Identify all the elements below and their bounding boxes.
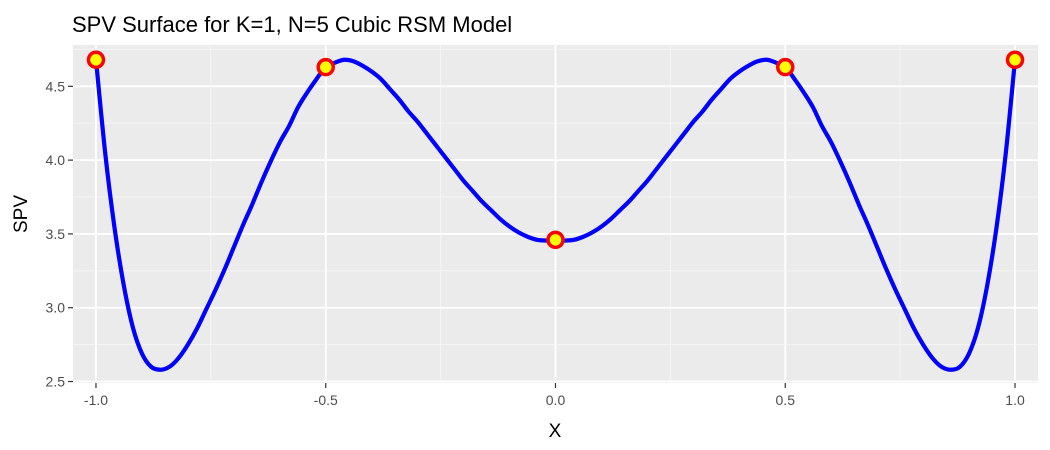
y-tick-label: 4.0	[46, 152, 66, 168]
x-tick-label: 1.0	[1005, 392, 1025, 408]
x-axis-title: X	[549, 421, 562, 442]
design-point	[1005, 50, 1025, 70]
axis-ticks: -1.0 -0.5 0.0 0.5 1.0 2.5 3.0 3.5 4.0 4.5	[46, 78, 1025, 408]
chart-title: SPV Surface for K=1, N=5 Cubic RSM Model	[72, 12, 512, 37]
y-tick-label: 4.5	[46, 78, 66, 94]
design-point	[776, 57, 795, 77]
design-point	[546, 230, 565, 250]
grid-lines	[73, 45, 1038, 383]
y-tick-label: 3.0	[46, 300, 66, 316]
y-tick-label: 3.5	[46, 226, 66, 242]
y-tick-label: 2.5	[46, 374, 66, 390]
x-tick-label: 0.0	[546, 392, 566, 408]
x-tick-label: 0.5	[776, 392, 796, 408]
design-point	[316, 57, 335, 77]
y-axis-title: SPV	[11, 195, 32, 233]
x-tick-label: -0.5	[314, 392, 338, 408]
design-point	[86, 50, 106, 70]
x-tick-label: -1.0	[84, 392, 108, 408]
design-points-layer	[86, 50, 1025, 250]
